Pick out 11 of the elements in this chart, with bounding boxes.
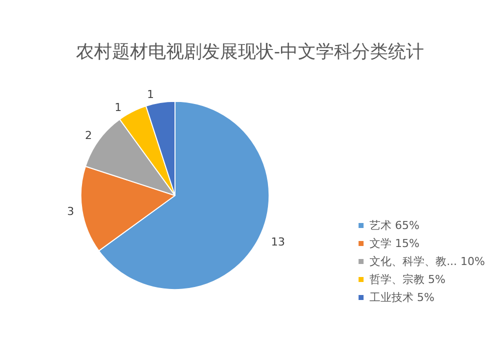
legend-label: 艺术 65% (370, 219, 420, 232)
data-label: 3 (67, 204, 74, 218)
data-label: 1 (147, 88, 154, 102)
legend-label: 文学 15% (370, 237, 420, 250)
data-label: 13 (270, 235, 285, 248)
legend-label: 工业技术 5% (370, 291, 435, 304)
data-label: 1 (114, 101, 122, 114)
legend-label: 文化、科学、教... 10% (370, 255, 485, 268)
data-label: 2 (84, 128, 92, 142)
legend-label: 哲学、宗教 5% (370, 273, 446, 286)
chart-title: 农村题材电视剧发展现状-中文学科分类统计 (76, 42, 424, 62)
